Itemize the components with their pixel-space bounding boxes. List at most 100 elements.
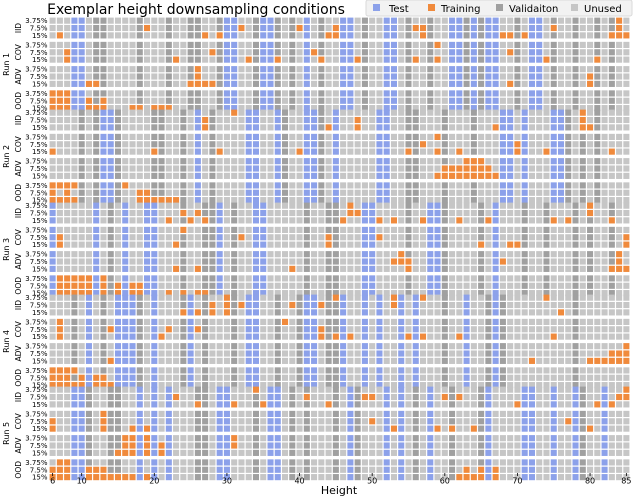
percentage-label: 7.5% (30, 302, 48, 310)
cell-unused (289, 217, 296, 224)
cell-test (136, 425, 143, 432)
cell-unused (289, 148, 296, 155)
cell-test (361, 241, 368, 248)
cell-unused (158, 466, 165, 473)
cell-validation (274, 309, 281, 316)
cell-training (579, 109, 586, 116)
cell-unused (114, 209, 122, 217)
cell-unused (158, 17, 165, 24)
cell-unused (470, 301, 477, 309)
cell-unused (151, 90, 158, 97)
cell-validation (274, 382, 281, 389)
cell-test (361, 217, 368, 224)
cell-training (608, 32, 615, 39)
cell-unused (93, 449, 100, 456)
cell-test (303, 124, 310, 131)
cell-test (245, 189, 252, 196)
cell-test (122, 367, 129, 374)
cell-unused (485, 182, 492, 189)
cell-unused (499, 217, 506, 224)
cell-test (49, 265, 56, 272)
cell-unused (340, 182, 347, 189)
cell-unused (565, 105, 572, 112)
cell-unused (144, 73, 151, 80)
cell-unused (354, 374, 361, 381)
cell-test (303, 24, 310, 32)
cell-unused (463, 265, 470, 272)
cell-training (616, 24, 623, 32)
cell-unused (550, 282, 557, 289)
cell-unused (536, 158, 543, 165)
cell-unused (608, 124, 615, 131)
cell-unused (180, 474, 187, 481)
x-axis: 6 10 20 30 40 50 60 70 80 85 (50, 473, 631, 486)
cell-unused (158, 318, 165, 325)
cell-test (245, 326, 252, 333)
cell-validation (209, 124, 216, 131)
cell-unused (514, 309, 521, 316)
cell-validation (100, 66, 107, 73)
cell-unused (550, 301, 557, 309)
cell-training (507, 32, 514, 39)
cell-unused (180, 442, 187, 449)
cell-test (434, 209, 441, 217)
cell-unused (623, 158, 630, 165)
cell-test (369, 234, 376, 241)
cell-validation (252, 90, 260, 97)
cell-unused (608, 386, 615, 393)
cell-test (194, 109, 201, 116)
cell-unused (122, 141, 129, 148)
cell-unused (194, 275, 201, 282)
cell-unused (245, 251, 252, 258)
cell-unused (398, 197, 405, 204)
cell-unused (180, 90, 187, 97)
cell-validation (405, 41, 412, 48)
cell-unused (536, 343, 543, 350)
cell-unused (194, 382, 201, 389)
cell-unused (361, 148, 368, 155)
cell-unused (449, 202, 456, 209)
cell-test (463, 382, 470, 389)
cell-unused (405, 386, 412, 393)
cell-unused (623, 435, 630, 442)
cell-unused (347, 182, 354, 189)
cell-unused (187, 109, 194, 116)
cell-validation (550, 97, 557, 104)
cell-training (434, 56, 441, 63)
cell-validation (478, 386, 485, 393)
cell-unused (485, 251, 492, 258)
cell-validation (216, 17, 223, 24)
cell-test (303, 189, 310, 196)
cell-validation (441, 367, 448, 374)
cell-validation (216, 24, 223, 32)
cell-validation (93, 56, 100, 63)
cell-test (216, 217, 223, 224)
cell-unused (85, 109, 92, 116)
cell-unused (136, 258, 143, 265)
cell-test (78, 56, 85, 63)
cell-unused (209, 294, 216, 301)
cell-unused (478, 367, 485, 374)
cell-test (303, 357, 310, 364)
cell-validation (478, 41, 485, 48)
cell-training (56, 382, 63, 389)
cell-unused (383, 258, 390, 265)
cell-validation (194, 97, 201, 104)
cell-test (85, 382, 92, 389)
cell-validation (318, 133, 325, 140)
cell-unused (71, 265, 78, 272)
cell-test (100, 197, 107, 204)
cell-test (151, 367, 158, 374)
cell-unused (594, 226, 601, 233)
cell-validation (274, 333, 281, 340)
cell-unused (514, 301, 521, 309)
cell-test (557, 148, 565, 155)
cell-unused (296, 282, 303, 289)
cell-unused (398, 165, 405, 172)
cell-test (369, 282, 376, 289)
cell-unused (71, 226, 78, 233)
cell-validation (216, 66, 223, 73)
cell-unused (514, 357, 521, 364)
cell-validation (114, 182, 122, 189)
cell-unused (456, 282, 463, 289)
